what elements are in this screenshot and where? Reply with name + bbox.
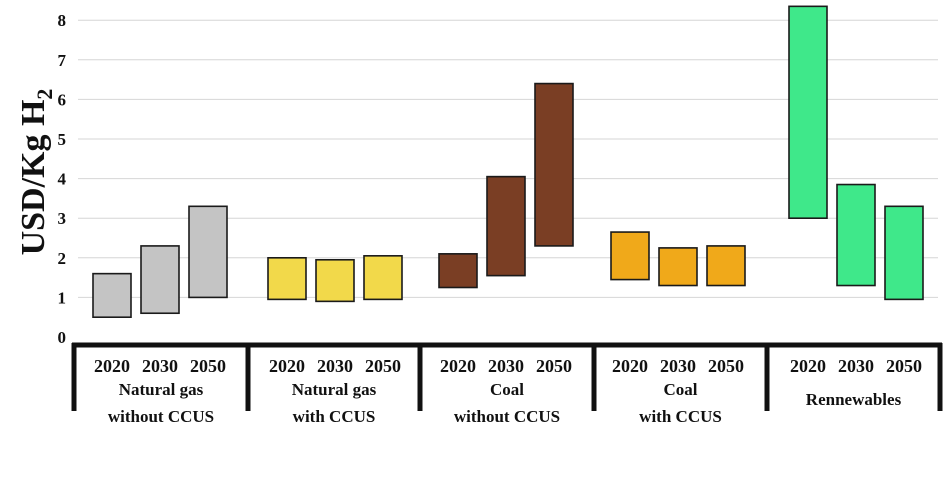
y-tick-label-0: 0 [58,328,67,347]
bar-2-2050 [534,82,574,247]
group-label: Natural gas [119,380,204,399]
group-label: Natural gas [292,380,377,399]
year-label-2030: 2030 [488,356,524,376]
bar-0-2050 [188,205,228,299]
year-label-2030: 2030 [660,356,696,376]
group-label-line2: without CCUS [454,407,560,426]
bar-2-2030 [486,175,526,277]
bar-4-2030 [836,183,876,287]
y-tick-label-1: 1 [58,288,67,307]
group-label: Rennewables [806,390,902,409]
bar-4-2050 [884,205,924,301]
group-label-line2: with CCUS [639,407,722,426]
group-label: Coal [490,380,524,399]
bar-1-2020 [267,256,307,301]
group-label-line2: without CCUS [108,407,214,426]
year-label-2050: 2050 [708,356,744,376]
bar-3-2050 [706,245,746,287]
year-label-2050: 2050 [886,356,922,376]
year-label-2030: 2030 [317,356,353,376]
y-tick-label-3: 3 [58,209,67,228]
bar-3-2030 [658,247,698,287]
y-tick-label-6: 6 [58,90,67,109]
label-layer: 0 1 2 3 4 5 6 7 8 USD/Kg H2 2020 2030 2050 Natural ga… [15,11,922,426]
y-tick-label-8: 8 [58,11,67,30]
year-label-2020: 2020 [612,356,648,376]
y-tick-label-5: 5 [58,130,67,149]
year-label-2030: 2030 [142,356,178,376]
year-label-2020: 2020 [440,356,476,376]
bar-0-2030 [140,245,180,315]
bars-layer [92,5,924,319]
bar-3-2020 [610,231,650,281]
axis-layer [71,342,943,411]
year-label-2050: 2050 [190,356,226,376]
bar-1-2050 [363,255,403,301]
year-label-2050: 2050 [365,356,401,376]
y-axis-label: USD/Kg H2 [15,89,57,256]
year-label-2020: 2020 [94,356,130,376]
year-label-2030: 2030 [838,356,874,376]
bar-1-2030 [315,258,355,303]
group-label: Coal [664,380,698,399]
bar-4-2020 [788,5,828,220]
year-label-2020: 2020 [790,356,826,376]
year-label-2020: 2020 [269,356,305,376]
year-label-2050: 2050 [536,356,572,376]
y-tick-label-7: 7 [58,51,67,70]
bar-2-2020 [438,253,478,289]
group-label-line2: with CCUS [293,407,376,426]
y-tick-label-4: 4 [58,170,67,189]
bar-0-2020 [92,272,132,319]
y-tick-label-2: 2 [58,249,67,268]
